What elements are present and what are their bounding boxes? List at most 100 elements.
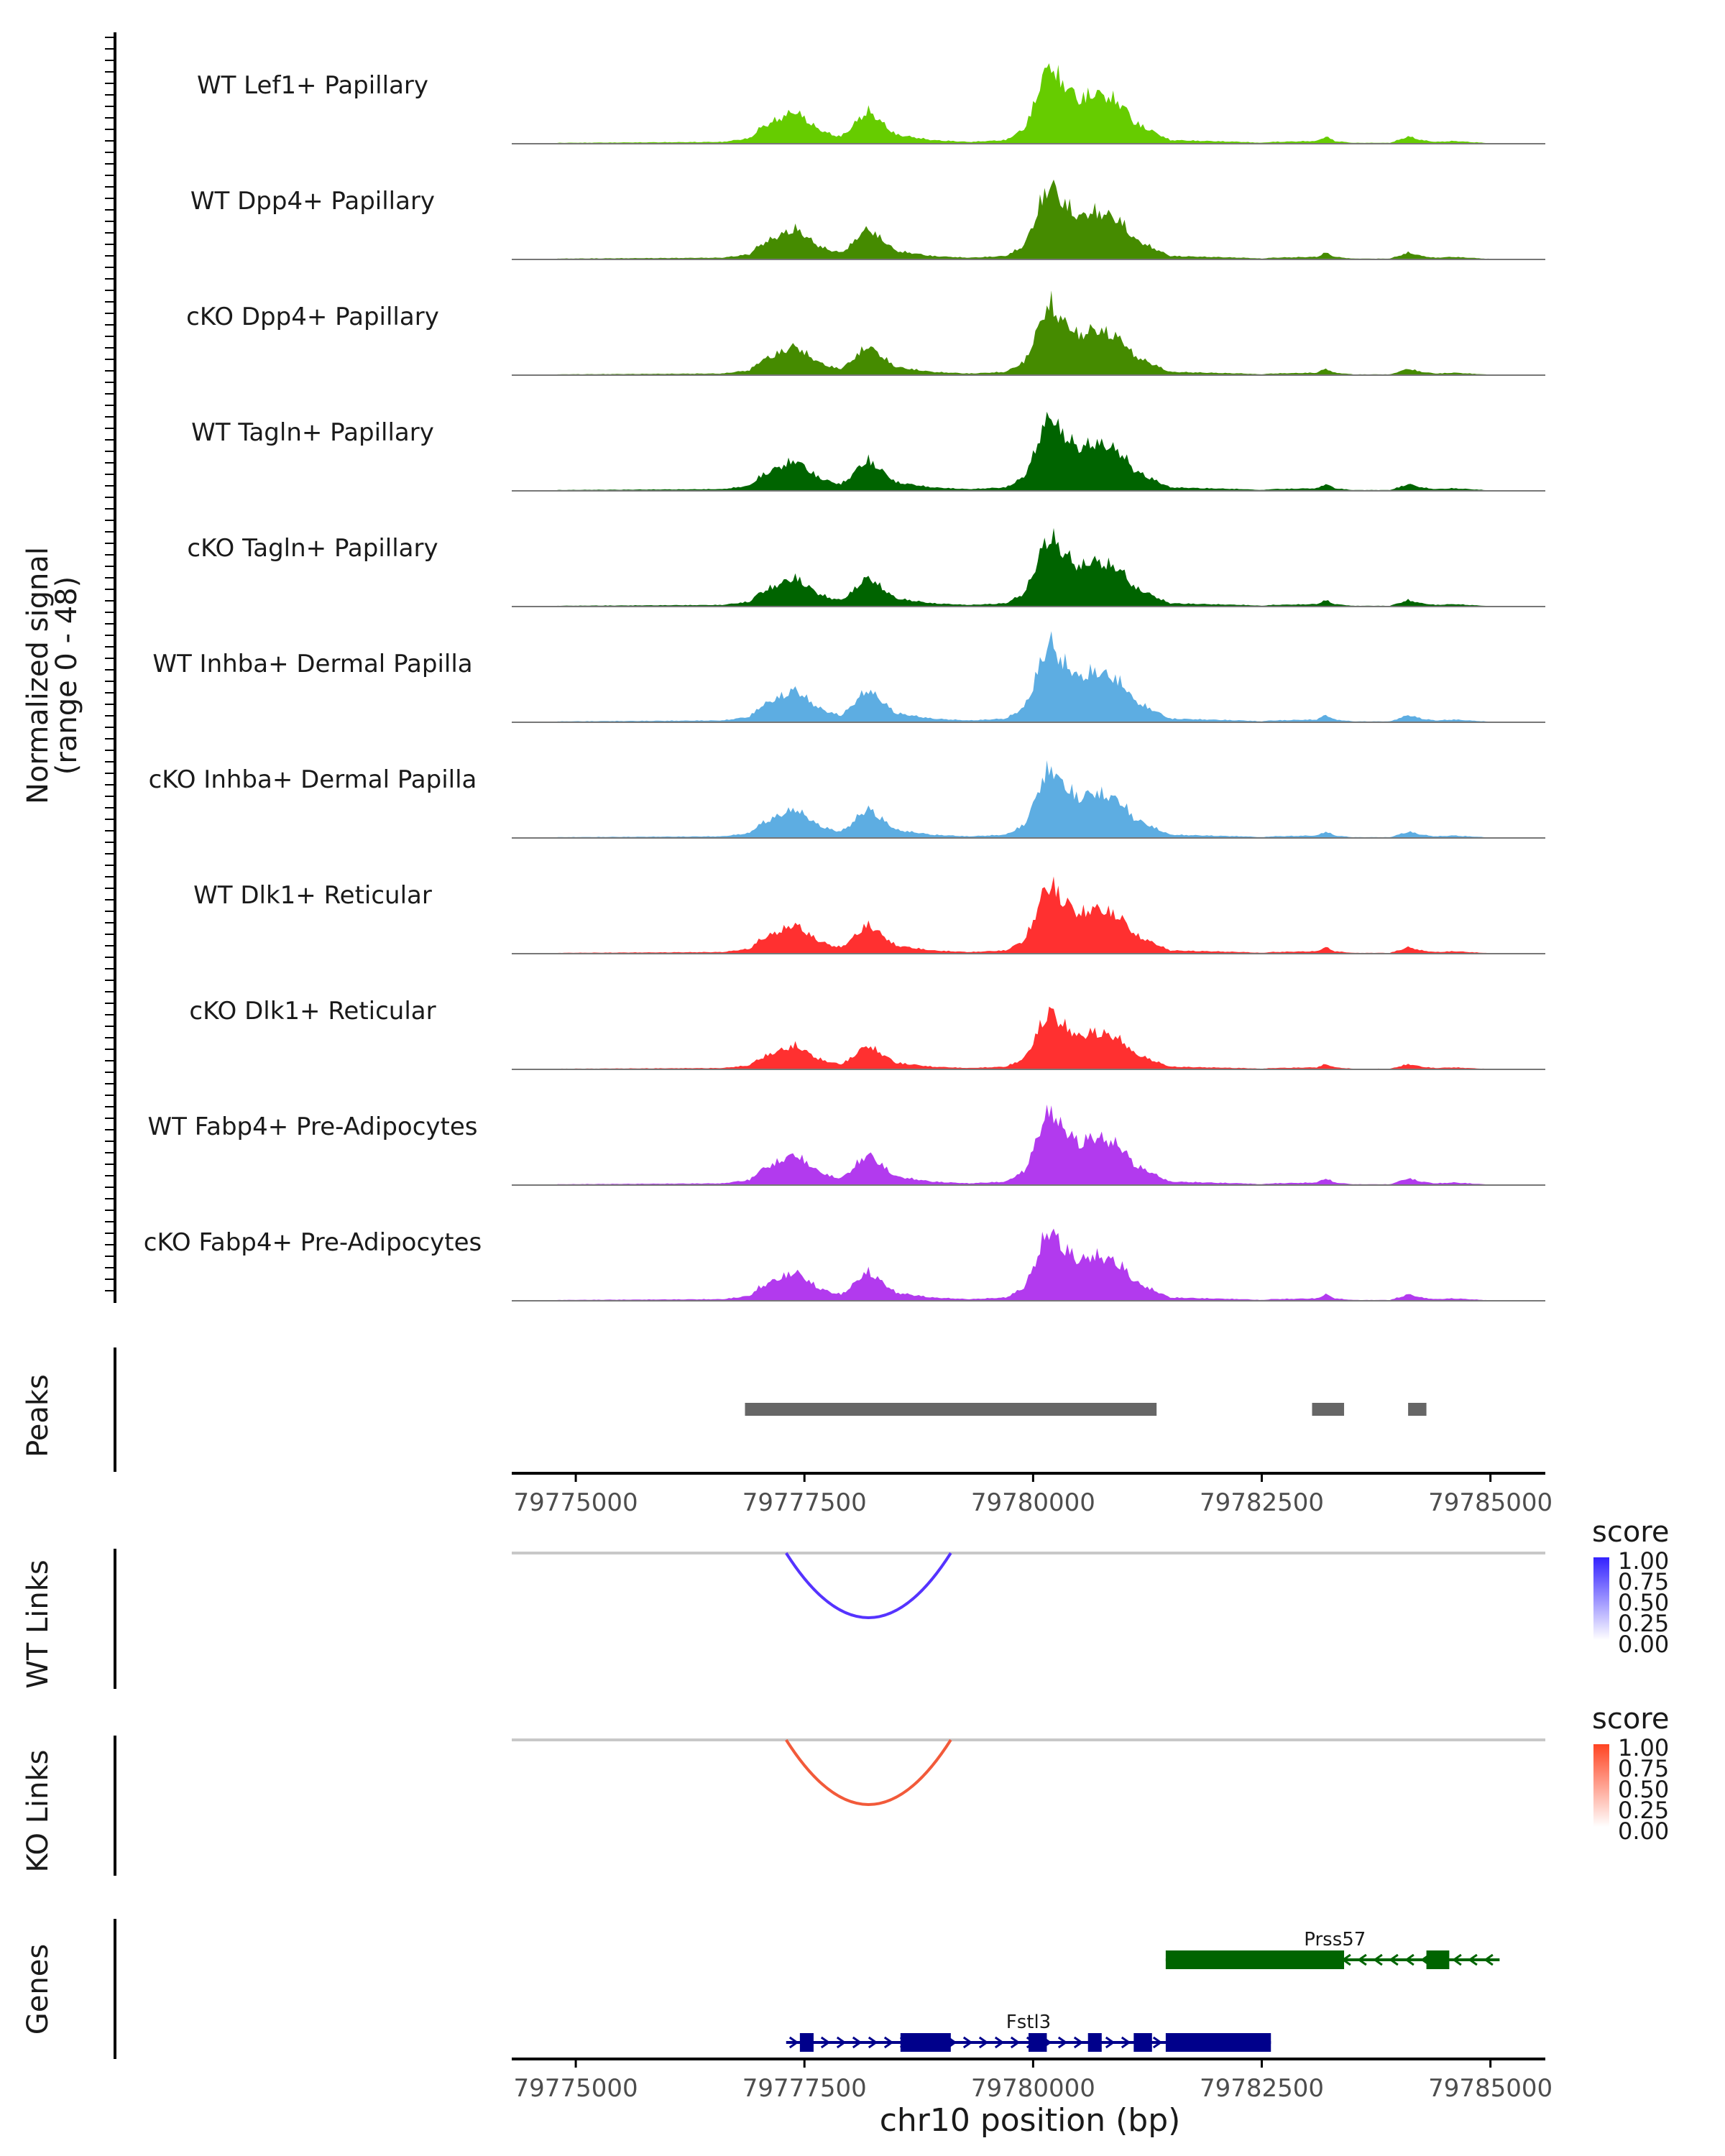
legend-title: score	[1592, 1703, 1669, 1736]
x-tick-label: 79785000	[1428, 2074, 1552, 2103]
strand-chevron	[883, 2036, 894, 2049]
gene-model: Fstl3	[786, 2012, 1271, 2052]
legend-colorbar	[1593, 1744, 1609, 1827]
strand-chevron	[1152, 2036, 1163, 2049]
coverage-track: cKO Dlk1+ Reticular	[189, 997, 1545, 1070]
strand-chevron	[1484, 1953, 1494, 1966]
coverage-panel: WT Lef1+ Papillary WT Dpp4+ Papillary cKO …	[105, 32, 1545, 1303]
gene-exon	[900, 2033, 951, 2052]
track-label: WT Dlk1+ Reticular	[193, 881, 432, 910]
coverage-area	[557, 876, 1500, 954]
legend-tick-label: 0.25	[1618, 1797, 1669, 1824]
legend-tick-label: 1.00	[1618, 1734, 1669, 1761]
genes-label: Genes	[22, 1944, 55, 2035]
strand-chevron	[852, 2036, 862, 2049]
coverage-track: WT Dpp4+ Papillary	[190, 179, 1545, 260]
legend-tick-label: 0.50	[1618, 1776, 1669, 1803]
strand-chevron	[788, 2036, 799, 2049]
coverage-y-range: (range 0 - 48)	[50, 576, 83, 775]
strand-chevron	[1404, 1953, 1414, 1966]
gene-exon	[799, 2033, 814, 2052]
x-tick-label: 79785000	[1428, 1488, 1552, 1517]
coverage-track: cKO Tagln+ Papillary	[187, 528, 1545, 607]
strand-chevron	[1357, 1953, 1367, 1966]
track-label: cKO Tagln+ Papillary	[187, 534, 438, 563]
track-label: cKO Fabp4+ Pre-Adipocytes	[144, 1228, 482, 1257]
gene-exon	[1087, 2033, 1102, 2052]
x-tick-label: 79782500	[1200, 2074, 1324, 2103]
strand-chevron	[1057, 2036, 1068, 2049]
coverage-area	[557, 528, 1500, 607]
coverage-area	[557, 760, 1500, 838]
legend-tick-label: 0.00	[1618, 1631, 1669, 1658]
strand-chevron	[1468, 1953, 1478, 1966]
link-arc	[785, 1552, 952, 1619]
coverage-track: cKO Inhba+ Dermal Papilla	[149, 760, 1545, 839]
coverage-track: WT Fabp4+ Pre-Adipocytes	[148, 1104, 1545, 1186]
peak-region	[1312, 1403, 1345, 1416]
legend-tick-label: 0.25	[1618, 1610, 1669, 1637]
strand-chevron	[1121, 2036, 1131, 2049]
coverage-area	[557, 290, 1500, 375]
coverage-area	[557, 179, 1500, 259]
gene-model: Prss57	[1165, 1929, 1500, 1969]
strand-chevron	[1389, 1953, 1399, 1966]
gene-name-label: Fstl3	[1006, 2012, 1051, 2033]
legend-tick-label: 1.00	[1618, 1547, 1669, 1575]
gene-name-label: Prss57	[1304, 1929, 1366, 1950]
legend-tick-label: 0.50	[1618, 1589, 1669, 1616]
coverage-y-label: Normalized signal	[22, 547, 55, 804]
strand-chevron	[1073, 2036, 1084, 2049]
coverage-area	[557, 1006, 1500, 1069]
x-tick-label: 79782500	[1200, 1488, 1324, 1517]
legend-tick-label: 0.75	[1618, 1755, 1669, 1782]
x-axis-title: chr10 position (bp)	[880, 2102, 1181, 2139]
legend-title: score	[1592, 1516, 1669, 1549]
track-label: cKO Dlk1+ Reticular	[189, 997, 436, 1026]
links-label: WT Links	[22, 1560, 55, 1688]
coverage-area	[557, 1104, 1500, 1185]
legend-colorbar	[1593, 1557, 1609, 1640]
x-tick-label: 79775000	[514, 2074, 638, 2103]
coverage-track: WT Dlk1+ Reticular	[193, 876, 1545, 954]
coverage-track: WT Lef1+ Papillary	[197, 63, 1545, 144]
track-label: cKO Dpp4+ Papillary	[186, 303, 439, 331]
track-label: WT Tagln+ Papillary	[191, 418, 434, 447]
position-axis-lower: 79775000 79777500 79780000 79782500 79785000	[512, 2058, 1552, 2103]
track-label: WT Dpp4+ Papillary	[190, 187, 435, 216]
strand-chevron	[1010, 2036, 1021, 2049]
strand-chevron	[1452, 1953, 1462, 1966]
track-label: WT Inhba+ Dermal Papilla	[152, 650, 472, 678]
strand-chevron	[1373, 1953, 1383, 1966]
peak-region	[1408, 1403, 1427, 1416]
coverage-area	[557, 63, 1500, 144]
gene-exon	[1165, 2033, 1271, 2052]
coverage-track: cKO Fabp4+ Pre-Adipocytes	[144, 1228, 1545, 1302]
peaks-label: Peaks	[22, 1374, 55, 1457]
x-tick-label: 79775000	[514, 1488, 638, 1517]
peak-region	[745, 1403, 1157, 1416]
peaks-panel: Peaks	[22, 1348, 1427, 1472]
genes-panel: Genes Prss57 Fstl3	[22, 1919, 1500, 2059]
strand-chevron	[962, 2036, 973, 2049]
track-label: WT Fabp4+ Pre-Adipocytes	[148, 1112, 478, 1141]
strand-chevron	[836, 2036, 847, 2049]
x-tick-label: 79777500	[742, 1488, 867, 1517]
strand-chevron	[868, 2036, 878, 2049]
coverage-track: WT Tagln+ Papillary	[191, 411, 1545, 492]
gene-exon	[1133, 2033, 1152, 2052]
links-label: KO Links	[22, 1750, 55, 1873]
position-axis-upper: 79775000 79777500 79780000 79782500 79785000	[512, 1472, 1552, 1517]
coverage-area	[557, 411, 1500, 491]
strand-chevron	[820, 2036, 831, 2049]
coverage-area	[557, 1228, 1500, 1301]
coverage-track: cKO Dpp4+ Papillary	[186, 290, 1545, 376]
strand-chevron	[1105, 2036, 1116, 2049]
track-label: cKO Inhba+ Dermal Papilla	[149, 765, 477, 794]
link-arc	[785, 1738, 952, 1806]
x-tick-label: 79777500	[742, 2074, 867, 2103]
